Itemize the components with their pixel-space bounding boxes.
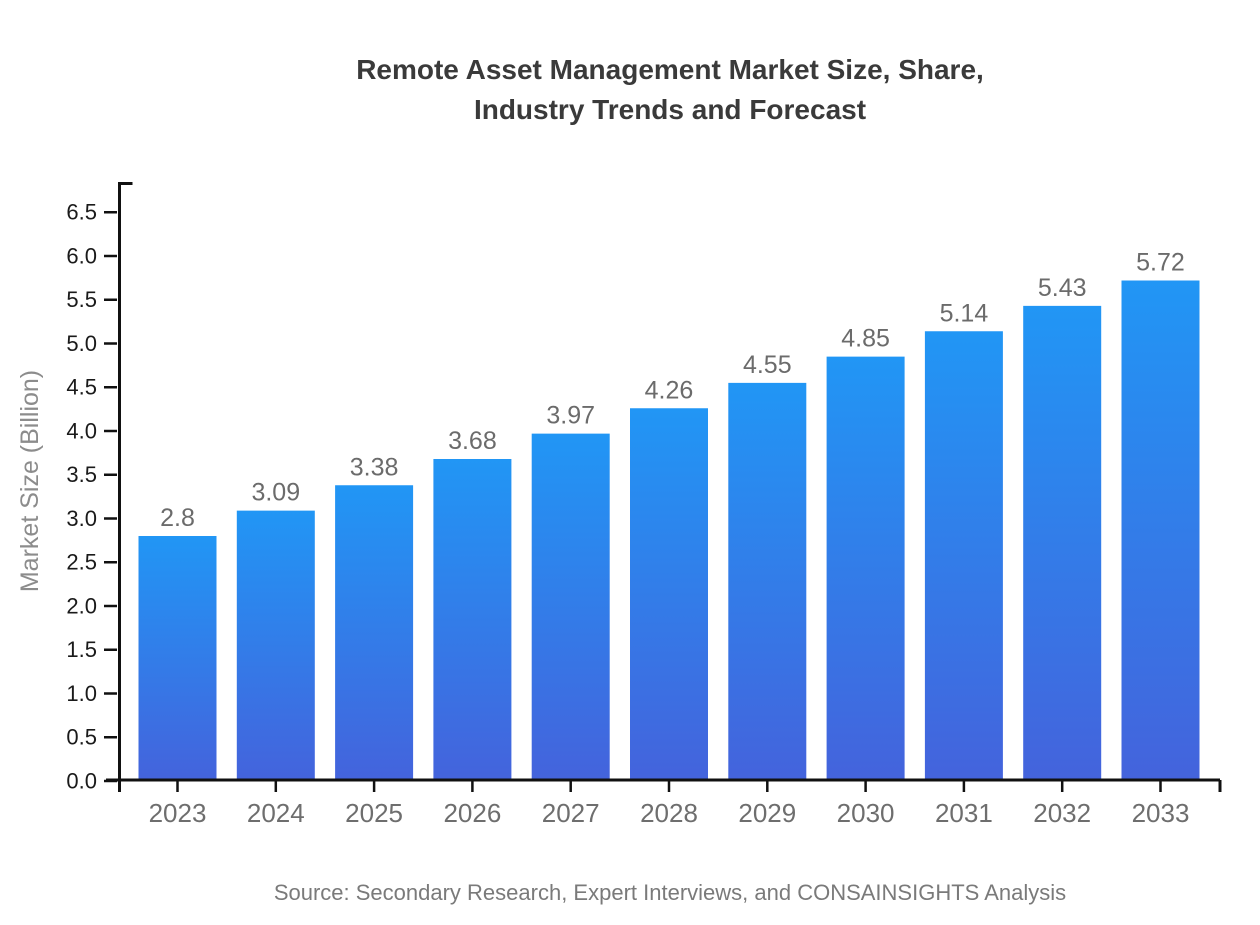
value-label-2027: 3.97	[546, 402, 595, 430]
y-tick-label-3.0: 3.0	[66, 506, 97, 531]
value-label-2026: 3.68	[448, 427, 497, 455]
bar-2029	[728, 382, 807, 781]
y-axis-title: Market Size (Billion)	[16, 370, 44, 592]
bar-2028	[630, 408, 708, 781]
chart-title-line-1: Remote Asset Management Market Size, Sha…	[356, 54, 984, 85]
value-label-2023: 2.8	[160, 504, 195, 532]
value-label-2032: 5.43	[1038, 274, 1087, 302]
y-tick-label-3.5: 3.5	[66, 462, 97, 487]
y-tick-label-4.5: 4.5	[66, 375, 97, 400]
bar-2032	[1023, 305, 1102, 781]
bar-2023	[138, 536, 217, 781]
value-label-2030: 4.85	[841, 325, 890, 353]
y-tick-label-6.0: 6.0	[66, 243, 97, 268]
x-tick-label-2026: 2026	[443, 798, 501, 828]
chart-title-line-2: Industry Trends and Forecast	[474, 94, 866, 125]
value-label-2033: 5.72	[1136, 249, 1185, 277]
y-tick-label-6.5: 6.5	[66, 200, 97, 225]
y-tick-label-5.5: 5.5	[66, 287, 97, 312]
value-label-2029: 4.55	[743, 351, 792, 379]
y-tick-label-0.0: 0.0	[66, 768, 97, 793]
x-tick-label-2031: 2031	[935, 798, 993, 828]
x-tick-label-2023: 2023	[149, 798, 207, 828]
bars-group: 2.8 3.09 3.38 3.68 3.97 4.26 4.55 4.85 5.14 5.43 5…	[138, 249, 1200, 781]
y-tick-label-2.0: 2.0	[66, 593, 97, 618]
y-tick-label-0.5: 0.5	[66, 725, 97, 750]
x-tick-label-2027: 2027	[542, 798, 600, 828]
x-tick-label-2033: 2033	[1132, 798, 1190, 828]
bar-2030	[826, 356, 905, 781]
y-tick-label-4.0: 4.0	[66, 418, 97, 443]
axes-group: 2023 2024 2025 2026 2027 2028 2029 2030 2031 2032…	[66, 182, 1222, 828]
value-label-2025: 3.38	[350, 453, 399, 481]
y-tick-label-5.0: 5.0	[66, 331, 97, 356]
value-label-2028: 4.26	[645, 376, 694, 404]
x-tick-label-2029: 2029	[738, 798, 796, 828]
x-tick-label-2030: 2030	[837, 798, 895, 828]
value-label-2031: 5.14	[940, 299, 989, 327]
bar-2025	[335, 485, 414, 781]
x-tick-label-2028: 2028	[640, 798, 698, 828]
bar-2024	[236, 510, 315, 781]
y-tick-label-2.5: 2.5	[66, 550, 97, 575]
bar-2033	[1121, 280, 1200, 781]
value-label-2024: 3.09	[251, 479, 300, 507]
y-tick-label-1.0: 1.0	[66, 681, 97, 706]
x-tick-label-2024: 2024	[247, 798, 305, 828]
bar-2031	[924, 331, 1003, 781]
x-tick-label-2025: 2025	[345, 798, 403, 828]
bar-2027	[531, 433, 610, 781]
source-note: Source: Secondary Research, Expert Inter…	[274, 880, 1066, 905]
y-tick-label-1.5: 1.5	[66, 637, 97, 662]
bar-2026	[433, 459, 512, 781]
x-tick-label-2032: 2032	[1033, 798, 1091, 828]
